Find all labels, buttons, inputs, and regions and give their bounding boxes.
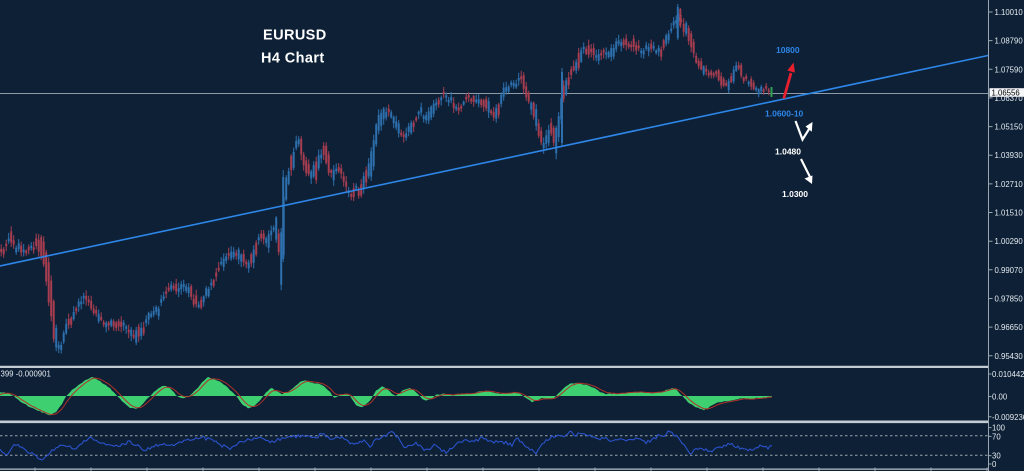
svg-text:1.02710: 1.02710 [995,180,1024,189]
svg-text:0.99070: 0.99070 [995,266,1024,275]
svg-text:1.10010: 1.10010 [995,8,1024,17]
svg-text:1.0300: 1.0300 [782,189,808,199]
svg-text:0.97850: 0.97850 [995,295,1024,304]
svg-text:0.010442: 0.010442 [992,370,1024,379]
svg-text:0.96650: 0.96650 [995,323,1024,332]
svg-text:0.95430: 0.95430 [995,352,1024,361]
svg-text:1.08790: 1.08790 [995,37,1024,46]
svg-text:70: 70 [992,432,1001,441]
svg-text:1.07590: 1.07590 [995,65,1024,74]
svg-text:1.00290: 1.00290 [995,237,1024,246]
svg-text:10800: 10800 [776,45,800,55]
svg-text:100: 100 [992,424,1006,433]
svg-text:1.01510: 1.01510 [995,209,1024,218]
svg-text:1.05150: 1.05150 [995,123,1024,132]
svg-text:1.0480: 1.0480 [775,147,801,157]
svg-text:30: 30 [992,452,1001,461]
svg-text:0: 0 [992,460,997,469]
svg-text:1.03930: 1.03930 [995,151,1024,160]
svg-text:1.06556: 1.06556 [992,88,1020,97]
svg-text:-0.009236: -0.009236 [992,413,1024,422]
svg-text:H4 Chart: H4 Chart [261,51,325,67]
svg-text:1.06370: 1.06370 [995,94,1024,103]
svg-text:EURUSD: EURUSD [263,28,327,44]
svg-text:399 -0.000901: 399 -0.000901 [1,369,51,378]
svg-text:0.00: 0.00 [992,393,1008,402]
svg-text:1.0600-10: 1.0600-10 [765,109,804,119]
